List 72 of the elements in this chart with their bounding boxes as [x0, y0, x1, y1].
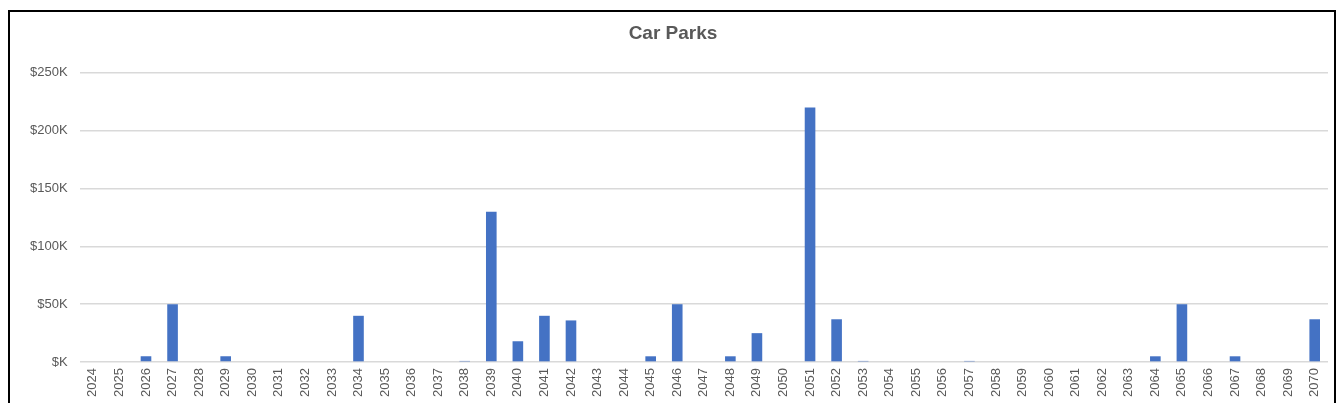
x-tick-label: 2055 [907, 368, 923, 397]
y-tick-label: $250K [30, 64, 68, 80]
x-tick-label: 2031 [270, 368, 286, 397]
x-tick-label: 2039 [482, 368, 498, 397]
chart-title: Car Parks [628, 21, 718, 43]
x-tick-label: 2065 [1173, 368, 1189, 397]
x-tick-label: 2043 [589, 368, 605, 397]
bar [1176, 304, 1188, 362]
bar [220, 356, 231, 362]
bar [725, 356, 736, 362]
x-tick-label: 2059 [1014, 368, 1030, 397]
x-tick-label: 2037 [429, 368, 445, 397]
x-tick-label: 2026 [137, 368, 153, 397]
bar [751, 333, 763, 362]
bar [353, 315, 364, 362]
x-tick-label: 2047 [695, 368, 711, 397]
y-tick-label: $150K [30, 180, 68, 196]
bar [804, 107, 816, 362]
x-tick-label: 2054 [881, 368, 897, 397]
x-tick-label: 2061 [1067, 368, 1083, 397]
x-tick-label: 2027 [164, 368, 180, 397]
x-tick-label: 2033 [323, 368, 339, 397]
bar [1309, 319, 1321, 362]
x-tick-label: 2063 [1120, 368, 1136, 397]
x-tick-label: 2042 [562, 368, 578, 397]
bar [140, 356, 152, 362]
x-tick-label: 2057 [960, 368, 976, 397]
x-tick-label: 2028 [190, 368, 206, 397]
bar [1150, 356, 1161, 362]
x-tick-label: 2066 [1200, 368, 1216, 397]
bar [1229, 356, 1241, 362]
x-tick-label: 2040 [509, 368, 525, 397]
x-tick-label: 2067 [1226, 368, 1242, 397]
x-tick-label: 2049 [748, 368, 764, 397]
x-tick-label: 2045 [642, 368, 658, 397]
x-tick-label: 2034 [350, 368, 366, 397]
bar [167, 304, 178, 362]
x-tick-label: 2025 [111, 368, 127, 397]
y-tick-label: $200K [30, 122, 68, 138]
bar [671, 304, 683, 362]
x-tick-label: 2060 [1040, 368, 1056, 397]
x-tick-label: 2024 [84, 368, 100, 397]
x-tick-label: 2030 [243, 368, 259, 397]
x-tick-label: 2053 [854, 368, 870, 397]
x-tick-label: 2064 [1146, 368, 1162, 397]
bar [645, 356, 656, 362]
x-tick-label: 2069 [1279, 368, 1295, 397]
x-tick-label: 2032 [296, 368, 312, 397]
x-tick-label: 2052 [828, 368, 844, 397]
x-tick-label: 2050 [775, 368, 791, 397]
x-tick-label: 2035 [376, 368, 392, 397]
x-tick-label: 2041 [536, 368, 551, 397]
x-tick-label: 2038 [456, 368, 472, 397]
y-tick-label: $100K [30, 237, 68, 253]
x-tick-label: 2029 [217, 368, 233, 397]
x-tick-label: 2062 [1093, 368, 1109, 397]
x-tick-label: 2051 [801, 368, 817, 397]
y-tick-label: $K [51, 353, 68, 369]
bar [565, 320, 577, 362]
bar [831, 319, 842, 362]
bar [512, 341, 524, 362]
x-tick-label: 2070 [1306, 368, 1322, 397]
x-tick-label: 2068 [1253, 368, 1269, 397]
y-tick-label: $50K [37, 295, 68, 311]
x-tick-label: 2044 [615, 368, 631, 397]
x-tick-label: 2056 [934, 368, 950, 397]
x-tick-label: 2046 [668, 368, 684, 397]
x-tick-label: 2048 [721, 368, 737, 397]
bar [539, 315, 550, 362]
x-tick-label: 2036 [403, 368, 419, 397]
x-tick-label: 2058 [987, 368, 1003, 397]
bar [485, 211, 497, 362]
